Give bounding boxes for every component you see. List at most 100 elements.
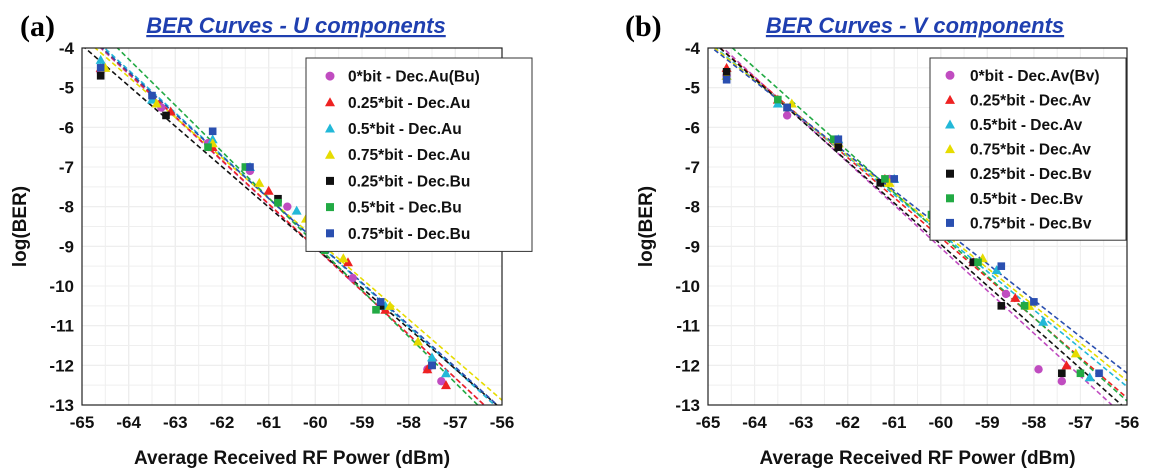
data-point (241, 163, 250, 171)
fit-line-5 (731, 48, 1127, 402)
series-group (710, 48, 1127, 405)
legend-marker (326, 203, 334, 212)
data-point (783, 103, 791, 112)
data-point (876, 179, 885, 187)
x-tick-label: -63 (163, 413, 188, 432)
y-axis-label: log(BER) (636, 186, 657, 267)
legend-marker (325, 97, 335, 107)
panel-label: (b) (625, 10, 662, 43)
x-tick-label: -61 (882, 413, 907, 432)
legend-box (305, 57, 533, 252)
data-point (1076, 369, 1085, 378)
x-tick-label: -56 (1115, 413, 1140, 432)
legend-entry: 0*bit - Dec.Av(Bv) (970, 68, 1099, 85)
legend-entry: 0.5*bit - Dec.Au (348, 121, 462, 138)
data-point (162, 111, 170, 120)
x-tick-label: -65 (696, 413, 721, 432)
legend-marker (326, 229, 334, 238)
series-group (83, 48, 502, 405)
data-point (372, 306, 380, 314)
data-point (274, 198, 282, 207)
legend-marker (946, 169, 954, 178)
x-tick-label: -60 (928, 413, 953, 432)
legend-entry: 0.75*bit - Dec.Av (970, 142, 1091, 159)
x-tick-label: -57 (443, 413, 468, 432)
data-point (1058, 369, 1066, 378)
fit-line-6 (101, 48, 499, 405)
legend-marker (945, 70, 955, 80)
legend-marker (945, 94, 955, 104)
data-point (991, 265, 1002, 275)
legend-entry: 0.5*bit - Dec.Av (970, 117, 1083, 134)
legend-entry: 0.75*bit - Dec.Bu (348, 226, 470, 243)
data-point (338, 253, 349, 263)
data-point (376, 298, 385, 306)
x-tick-label: -58 (396, 413, 421, 432)
data-point (422, 364, 433, 374)
plot-frame (707, 47, 1128, 406)
data-point (1061, 360, 1072, 370)
x-tick-label: -64 (116, 413, 141, 432)
legend-entry: 0.75*bit - Dec.Bv (970, 215, 1092, 232)
data-point (834, 143, 843, 151)
data-point (376, 302, 385, 310)
data-point (1084, 372, 1095, 382)
y-tick-label: -4 (59, 39, 75, 58)
y-tick-label: -12 (49, 356, 74, 375)
x-tick-label: -62 (835, 413, 860, 432)
x-tick-label: -57 (1068, 413, 1093, 432)
data-point (1070, 348, 1081, 358)
data-point (246, 163, 254, 171)
data-point (291, 205, 302, 215)
y-tick-label: -10 (675, 277, 700, 296)
y-tick-label: -6 (59, 118, 74, 137)
data-point (722, 75, 731, 84)
data-point (428, 361, 436, 370)
data-point (881, 175, 889, 183)
x-tick-label: -59 (975, 413, 1000, 432)
legend-marker (945, 119, 955, 129)
y-tick-label: -6 (685, 118, 700, 137)
data-point (1057, 377, 1067, 386)
data-point (283, 202, 292, 211)
legend-entry: 0.5*bit - Dec.Bu (348, 200, 462, 217)
y-tick-label: -7 (59, 158, 74, 177)
legend-entry: 0*bit - Dec.Au(Bu) (348, 69, 480, 86)
y-tick-label: -13 (675, 396, 700, 415)
data-point (1020, 302, 1029, 310)
data-point (254, 177, 265, 187)
y-tick-label: -11 (50, 317, 74, 336)
legend: 0*bit - Dec.Au(Bu) 0.25*bit - Dec.Au 0.5*b… (305, 57, 533, 252)
legend-entry: 0.25*bit - Dec.Bu (348, 173, 470, 190)
fit-line-4 (718, 48, 1123, 405)
y-tick-label: -10 (49, 277, 74, 296)
fit-line-0 (721, 48, 1114, 405)
data-point (437, 377, 446, 386)
legend-entry: 0.25*bit - Dec.Bv (970, 166, 1092, 183)
data-point (148, 91, 156, 100)
chart-title: BER Curves - V components (766, 13, 1064, 38)
x-axis-label: Average Received RF Power (dBm) (759, 448, 1075, 469)
data-point (95, 54, 106, 64)
data-point (1034, 365, 1043, 374)
data-point (385, 300, 395, 310)
chart-panel-a: (a) BER Curves - U components -65 -64 -63 -62… (10, 10, 533, 469)
data-point (834, 135, 843, 144)
y-tick-label: -4 (685, 39, 701, 58)
legend-marker (945, 144, 955, 154)
data-point (96, 64, 105, 72)
fit-line-4 (83, 48, 499, 405)
data-point (441, 368, 451, 378)
x-tick-label: -59 (350, 413, 375, 432)
data-point (204, 143, 212, 151)
data-point (774, 95, 782, 104)
data-point (274, 194, 282, 203)
data-point (413, 336, 423, 346)
legend-marker (325, 71, 335, 81)
y-tick-label: -7 (685, 158, 700, 177)
data-point (974, 258, 982, 266)
chart-panel-b: (b) BER Curves - V components -65 -64 -63 -62… (625, 10, 1139, 469)
legend-box (929, 57, 1127, 241)
data-point (997, 262, 1006, 270)
